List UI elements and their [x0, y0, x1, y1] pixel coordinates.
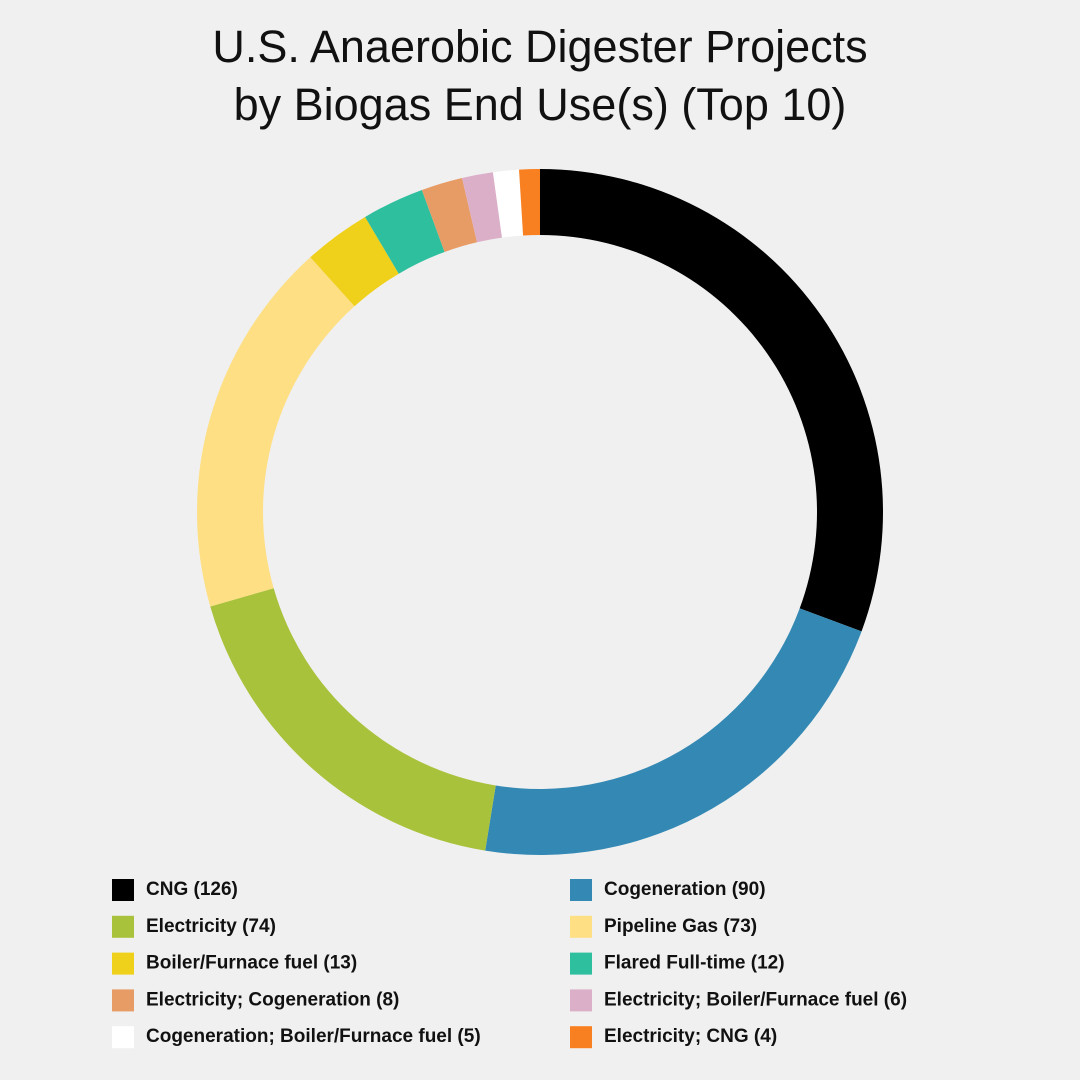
legend-label: Cogeneration (90)	[604, 879, 766, 900]
donut-segment	[462, 172, 503, 243]
donut-segment	[485, 608, 862, 855]
legend-swatch	[112, 1026, 134, 1049]
legend-label: Flared Full-time (12)	[604, 953, 785, 974]
chart-title: U.S. Anaerobic Digester Projects	[212, 21, 867, 72]
legend-label: Pipeline Gas (73)	[604, 916, 757, 937]
legend-label: Cogeneration; Boiler/Furnace fuel (5)	[146, 1026, 481, 1047]
donut-segment	[519, 169, 540, 236]
legend-swatch	[570, 915, 592, 938]
donut-segment	[310, 216, 399, 307]
legend-swatch	[112, 952, 134, 975]
legend-label: CNG (126)	[146, 879, 238, 900]
donut-segment	[421, 177, 478, 252]
donut-segment	[492, 169, 524, 238]
donut-segment	[210, 588, 496, 851]
legend-label: Electricity; CNG (4)	[604, 1026, 777, 1047]
legend-swatch	[570, 1026, 592, 1049]
donut-segment	[365, 189, 445, 274]
legend-swatch	[570, 952, 592, 975]
legend-swatch	[570, 989, 592, 1012]
legend-label: Electricity (74)	[146, 916, 276, 937]
legend-label: Electricity; Boiler/Furnace fuel (6)	[604, 989, 907, 1010]
legend-swatch	[570, 879, 592, 901]
legend-swatch	[112, 879, 134, 901]
legend-label: Electricity; Cogeneration (8)	[146, 989, 399, 1010]
chart-title: by Biogas End Use(s) (Top 10)	[234, 79, 847, 130]
legend-label: Boiler/Furnace fuel (13)	[146, 953, 357, 974]
legend-swatch	[112, 915, 134, 938]
donut-segment	[196, 257, 355, 607]
legend-swatch	[112, 989, 134, 1012]
donut-segment	[540, 169, 884, 632]
